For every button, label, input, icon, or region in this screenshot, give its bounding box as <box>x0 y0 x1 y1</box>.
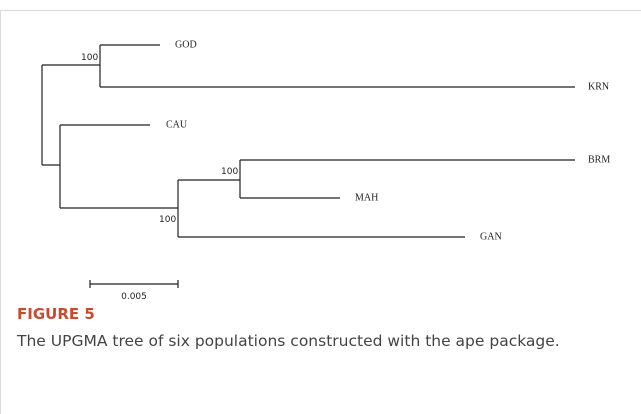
figure-frame <box>0 10 641 414</box>
tip-label: MAH <box>355 192 378 203</box>
scale-label: 0.005 <box>121 292 147 300</box>
support-value: 100 <box>81 53 98 63</box>
branches <box>41 44 575 288</box>
figure-caption: The UPGMA tree of six populations constr… <box>17 332 560 350</box>
tip-label: KRN <box>588 81 609 92</box>
scale-bar <box>89 280 179 288</box>
tip-label: BRM <box>588 154 610 165</box>
tip-label: GAN <box>480 231 502 242</box>
tree: GOD KRN CAU BRM MAH GAN 100 100 100 0.00… <box>41 39 610 300</box>
figure-label: FIGURE 5 <box>17 305 95 323</box>
support-value: 100 <box>159 215 176 225</box>
tip-label: GOD <box>175 39 197 50</box>
tip-label: CAU <box>166 119 188 130</box>
support-value: 100 <box>221 167 238 177</box>
